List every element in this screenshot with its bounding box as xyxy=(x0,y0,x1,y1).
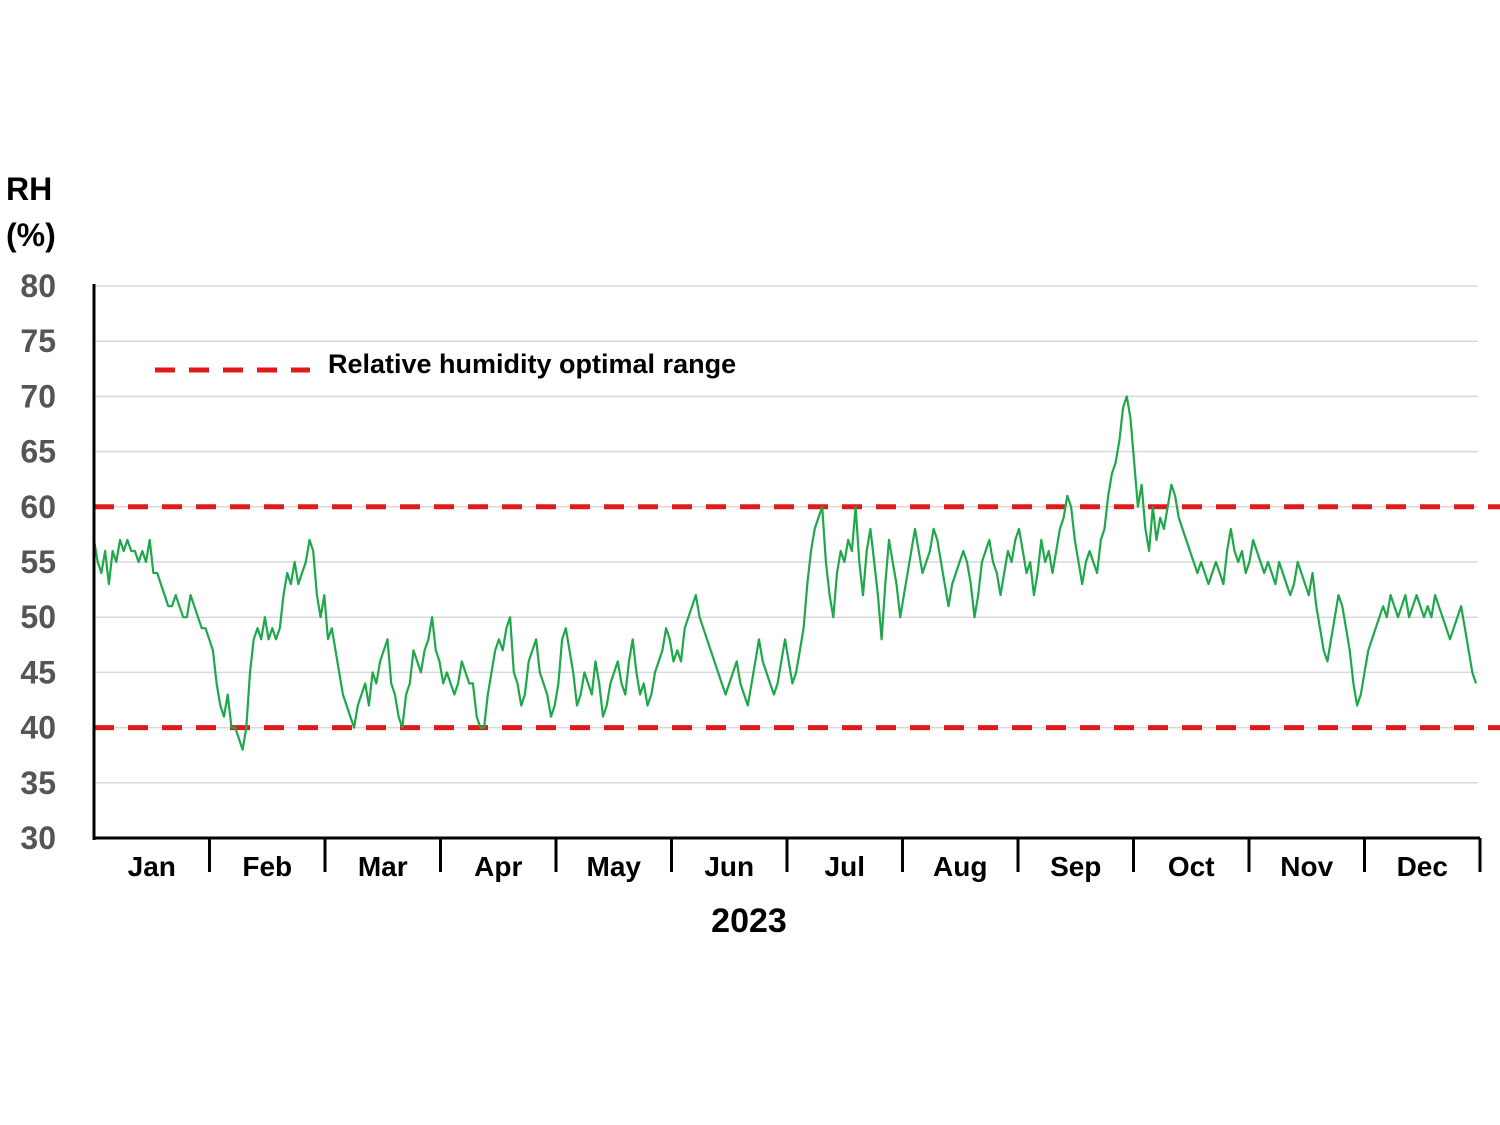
legend-label: Relative humidity optimal range xyxy=(328,349,736,379)
legend: Relative humidity optimal range xyxy=(155,349,736,379)
y-tick-label-45: 45 xyxy=(20,654,56,690)
x-tick-label-aug: Aug xyxy=(933,851,987,882)
x-tick-label-feb: Feb xyxy=(242,851,292,882)
y-tick-label-50: 50 xyxy=(20,599,56,635)
x-tick-label-may: May xyxy=(587,851,642,882)
y-axis-label-line1: RH xyxy=(6,171,52,207)
x-tick-label-jan: Jan xyxy=(128,851,176,882)
y-tick-label-60: 60 xyxy=(20,489,56,525)
y-tick-labels: 30 35 40 45 50 55 60 65 70 75 80 xyxy=(20,268,56,856)
gridlines xyxy=(94,285,1478,784)
y-tick-label-35: 35 xyxy=(20,765,56,801)
x-tick-label-mar: Mar xyxy=(358,851,408,882)
reference-lines xyxy=(94,504,1500,731)
y-tick-label-70: 70 xyxy=(20,378,56,414)
series-line-rh xyxy=(92,395,1478,751)
x-tick-labels: Jan Feb Mar Apr May Jun Jul Aug Sep Oct Nov Dec xyxy=(128,851,1448,882)
y-tick-label-80: 80 xyxy=(20,268,56,304)
x-tick-label-jul: Jul xyxy=(825,851,865,882)
y-tick-label-40: 40 xyxy=(20,710,56,746)
y-tick-label-75: 75 xyxy=(20,323,56,359)
y-tick-label-55: 55 xyxy=(20,544,56,580)
y-axis-label-line2: (%) xyxy=(6,217,56,253)
x-tick-label-dec: Dec xyxy=(1397,851,1448,882)
y-tick-label-65: 65 xyxy=(20,434,56,470)
x-tick-label-nov: Nov xyxy=(1280,851,1333,882)
series-group xyxy=(92,395,1478,751)
axes xyxy=(92,284,1482,872)
x-tick-label-sep: Sep xyxy=(1050,851,1101,882)
x-tick-label-oct: Oct xyxy=(1168,851,1215,882)
y-tick-label-30: 30 xyxy=(20,820,56,856)
x-tick-label-apr: Apr xyxy=(474,851,522,882)
x-axis-label: 2023 xyxy=(711,902,787,940)
x-tick-label-jun: Jun xyxy=(704,851,754,882)
